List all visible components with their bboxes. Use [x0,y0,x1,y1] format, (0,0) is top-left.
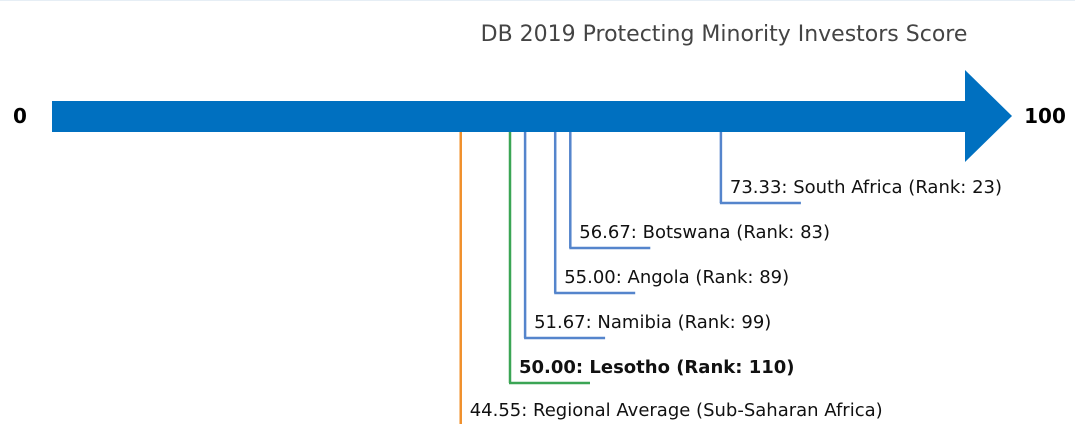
axis-arrow-head [965,70,1012,162]
axis-arrow-body [52,101,968,132]
item-label: 51.67: Namibia (Rank: 99) [534,312,771,333]
item-label: 44.55: Regional Average (Sub-Saharan Afr… [470,400,883,421]
item-label: 73.33: South Africa (Rank: 23) [730,177,1002,198]
item-label: 56.67: Botswana (Rank: 83) [579,222,830,243]
chart-title: DB 2019 Protecting Minority Investors Sc… [481,22,968,47]
axis-end-label: 0 [13,104,27,128]
item-label: 50.00: Lesotho (Rank: 110) [519,357,795,378]
item-label: 55.00: Angola (Rank: 89) [564,267,789,288]
axis-end-label: 100 [1024,104,1066,128]
